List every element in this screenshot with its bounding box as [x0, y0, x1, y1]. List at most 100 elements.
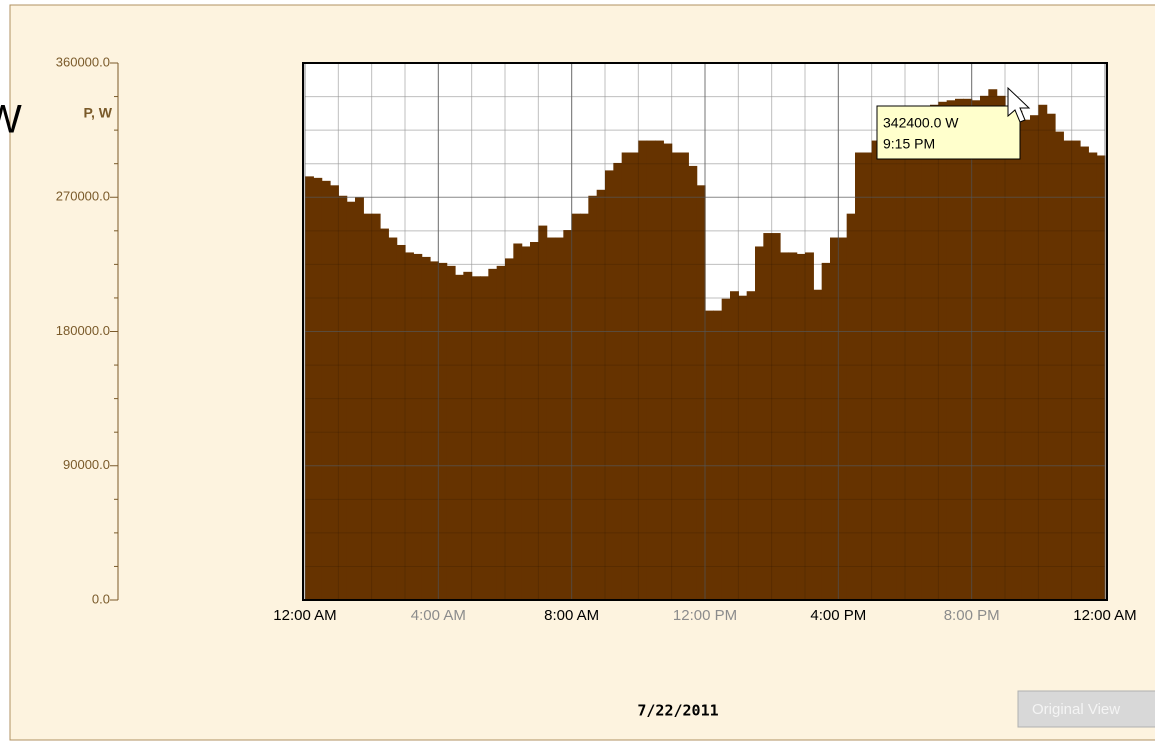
bar [663, 143, 673, 601]
bar [821, 262, 831, 600]
x-tick-label: 12:00 AM [273, 607, 336, 624]
bar [721, 298, 731, 600]
bar [1088, 152, 1098, 600]
bar [605, 170, 614, 600]
bar [405, 252, 414, 601]
bar [688, 165, 698, 601]
bar [480, 276, 489, 600]
bar [1030, 115, 1039, 600]
bar [446, 265, 456, 600]
bar [963, 98, 973, 601]
y-tick-label: 0.0 [92, 591, 110, 606]
bar [713, 310, 723, 600]
original-view-button[interactable] [1017, 690, 1155, 728]
bar [880, 131, 889, 600]
bar [763, 233, 773, 601]
bar [696, 185, 706, 601]
bar [871, 140, 881, 601]
bar [888, 119, 898, 600]
bar [1005, 110, 1014, 600]
x-tick-label: 4:00 PM [810, 607, 866, 624]
bar [438, 262, 448, 600]
bar [1046, 113, 1056, 600]
bar [930, 104, 939, 601]
button-label[interactable]: Original View [1032, 701, 1120, 718]
x-axis-label: 7/22/2011 [637, 702, 718, 720]
bar [421, 256, 431, 600]
bar [538, 225, 548, 600]
y-tick-label: 360000.0 [56, 54, 110, 69]
bar [355, 197, 364, 600]
bar [1071, 140, 1081, 601]
bar [738, 295, 748, 600]
bar [1038, 104, 1048, 601]
y-tick-label: 180000.0 [56, 323, 110, 338]
bar [1021, 119, 1031, 600]
bar [838, 237, 848, 600]
bar [671, 152, 681, 600]
bar [755, 246, 764, 600]
bar [363, 213, 373, 601]
y-tick-label: 90000.0 [63, 457, 110, 472]
bar [655, 140, 664, 601]
bar [338, 195, 348, 600]
bar [396, 244, 406, 600]
stray-text: W [0, 98, 22, 142]
bar [830, 237, 839, 600]
bar [955, 98, 964, 601]
bar [513, 243, 523, 600]
bar [971, 100, 981, 601]
bar [771, 233, 781, 601]
bar [571, 213, 581, 601]
tooltip-box [876, 105, 1021, 160]
bar [855, 152, 864, 600]
bar [463, 271, 473, 600]
bar [313, 177, 323, 600]
bar [346, 201, 356, 600]
bar [371, 213, 381, 601]
bar [1063, 140, 1073, 601]
x-tick-label: 8:00 PM [944, 607, 1000, 624]
bar [1013, 110, 1023, 600]
bar [805, 252, 814, 601]
bar [505, 258, 514, 600]
bar [813, 289, 823, 600]
bar [471, 276, 481, 600]
bar [613, 162, 623, 601]
bar [380, 228, 389, 600]
bar [455, 274, 464, 600]
cursor [1007, 86, 1031, 123]
bar [1055, 131, 1064, 600]
tooltip-time: 9:15 PM [883, 136, 935, 152]
bar [938, 101, 948, 601]
bar [596, 189, 606, 600]
bar [1096, 155, 1106, 600]
bar [896, 118, 906, 601]
bar [330, 185, 339, 601]
bar [646, 140, 656, 601]
bar [705, 310, 714, 600]
bar [796, 253, 806, 600]
bar [680, 152, 689, 600]
bar [846, 213, 856, 601]
bar [305, 176, 314, 600]
tooltip-value: 342400.0 W [883, 115, 959, 131]
bar [946, 100, 956, 601]
bar [321, 180, 331, 600]
bar [488, 268, 498, 600]
bar [788, 252, 798, 601]
bar [913, 112, 923, 600]
bar [863, 152, 873, 600]
bar [905, 115, 914, 600]
bar [621, 152, 631, 600]
bar [563, 230, 573, 601]
bar [530, 242, 539, 600]
bar [996, 95, 1006, 601]
bar [413, 253, 423, 600]
bar [580, 213, 589, 601]
bar [521, 246, 531, 600]
bar [588, 195, 598, 600]
x-tick-label: 12:00 PM [673, 607, 737, 624]
y-tick-label: 270000.0 [56, 189, 110, 204]
